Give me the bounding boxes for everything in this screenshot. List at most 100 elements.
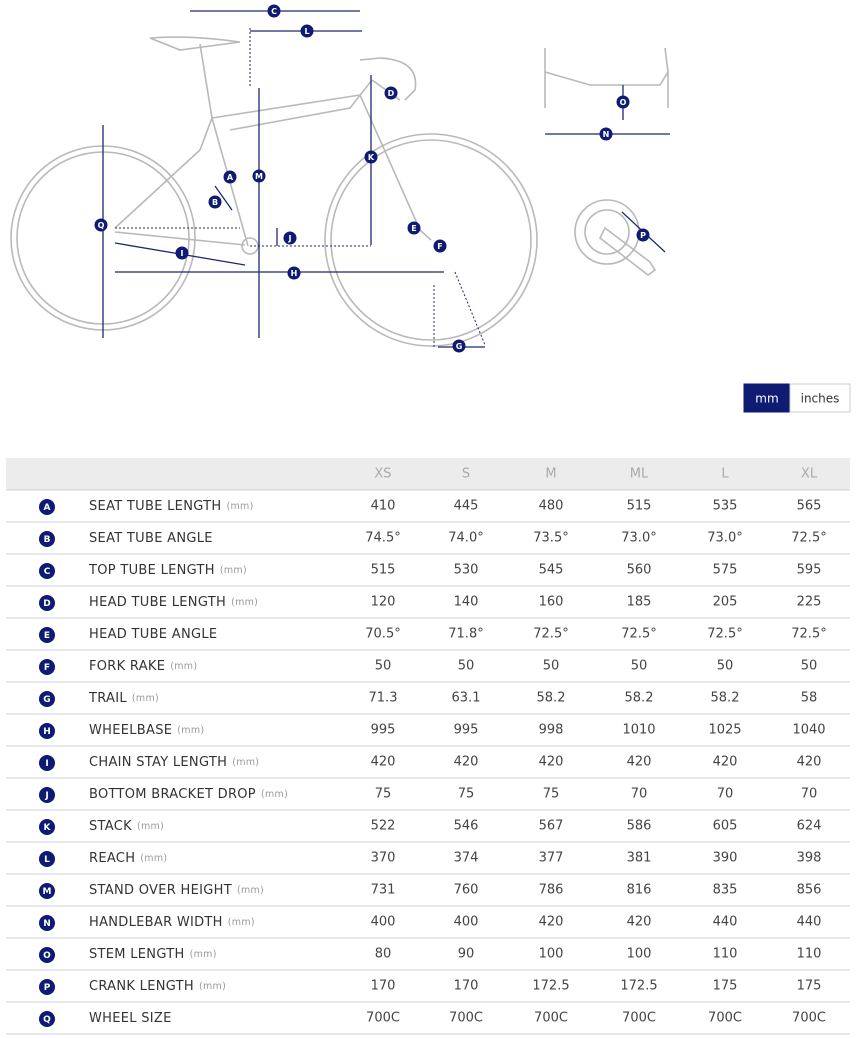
cell-value: 567 [539,819,564,834]
row-name: HANDLEBAR WIDTH (mm) [89,915,255,930]
guide-lines [115,28,486,347]
marker-dot [616,95,630,109]
column-header: M [545,467,556,482]
marker-label: Q [98,221,105,230]
cell-value: 998 [539,723,564,738]
cell-value: 80 [375,947,392,962]
cell-value: 100 [539,947,564,962]
cell-value: 420 [713,755,738,770]
row-unit: (mm) [177,725,204,736]
row-name: FORK RAKE (mm) [89,659,197,674]
row-name: HEAD TUBE ANGLE [89,627,217,642]
cell-value: 700C [366,1011,400,1026]
row-unit: (mm) [170,661,197,672]
geometry-table: XS S M ML L XLA SEAT TUBE LENGTH (mm) 410 445 480 5… [6,458,850,1035]
row-letter: Q [43,1015,51,1025]
cell-value: 170 [454,979,479,994]
cell-value: 70.5° [365,627,400,642]
cell-value: 72.5° [533,627,568,642]
cell-value: 58 [801,691,818,706]
cell-value: 440 [713,915,738,930]
row-badge [39,531,55,547]
cell-value: 856 [797,883,822,898]
cell-value: 73.0° [621,531,656,546]
row-unit: (mm) [231,597,258,608]
row-name: CRANK LENGTH (mm) [89,979,226,994]
cell-value: 50 [631,659,648,674]
marker-label: A [227,173,234,182]
marker-dot [407,221,421,235]
cell-value: 50 [801,659,818,674]
toggle-label[interactable]: inches [801,392,840,406]
marker-dot [599,127,613,141]
row-letter: G [43,695,50,705]
cell-value: 73.5° [533,531,568,546]
row-name: HEAD TUBE LENGTH (mm) [89,595,258,610]
row-name-text: STEM LENGTH [89,947,185,962]
cell-value: 185 [627,595,652,610]
cell-value: 50 [375,659,392,674]
toggle-option[interactable] [789,383,851,413]
cell-value: 440 [797,915,822,930]
row-unit: (mm) [199,981,226,992]
cell-value: 624 [797,819,822,834]
cell-value: 1040 [792,723,825,738]
row-unit: (mm) [232,757,259,768]
row-name: REACH (mm) [89,851,167,866]
row-letter: N [43,919,51,929]
row-name-text: HEAD TUBE ANGLE [89,627,217,642]
row-letter: F [44,663,50,673]
row-unit: (mm) [228,917,255,928]
cell-value: 75 [375,787,392,802]
chainring-inner [584,209,630,255]
cell-value: 700C [622,1011,656,1026]
cell-value: 530 [454,563,479,578]
row-name-text: TRAIL [88,691,127,706]
cell-value: 140 [454,595,479,610]
row-name: STEM LENGTH (mm) [89,947,217,962]
cell-value: 90 [458,947,475,962]
marker-label: P [640,231,646,240]
row-name: TRAIL (mm) [88,691,159,706]
cell-value: 700C [708,1011,742,1026]
cell-value: 522 [371,819,396,834]
row-badge [39,627,55,643]
cell-value: 74.0° [448,531,483,546]
dimension-lines [102,10,485,348]
row-badge [39,915,55,931]
row-letter: L [44,855,50,865]
row-name-text: CHAIN STAY LENGTH [89,755,227,770]
row-name-text: BOTTOM BRACKET DROP [89,787,256,802]
handlebar-dimensions [545,85,670,135]
cell-value: 515 [371,563,396,578]
row-name-text: TOP TUBE LENGTH [88,563,215,578]
cell-value: 420 [539,755,564,770]
row-unit: (mm) [261,789,288,800]
marker-dot [252,169,266,183]
row-badge [39,499,55,515]
marker-label: O [620,98,627,107]
front-rim [330,139,532,341]
cell-value: 816 [627,883,652,898]
row-badge [39,787,55,803]
row-badge [39,819,55,835]
row-unit: (mm) [140,853,167,864]
row-badge [39,595,55,611]
row-letter: O [43,951,51,961]
cell-value: 1025 [708,723,741,738]
row-badge [39,851,55,867]
marker-label: M [255,172,263,181]
cell-value: 50 [717,659,734,674]
row-badge [39,563,55,579]
row-name-text: CRANK LENGTH [89,979,194,994]
cell-value: 73.0° [707,531,742,546]
marker-label: N [603,130,610,139]
cell-value: 160 [539,595,564,610]
cell-value: 786 [539,883,564,898]
toggle-option[interactable] [743,383,791,413]
toggle-label[interactable]: mm [755,392,778,406]
cell-value: 700C [792,1011,826,1026]
row-name-text: SEAT TUBE ANGLE [89,531,213,546]
cell-value: 63.1 [452,691,481,706]
